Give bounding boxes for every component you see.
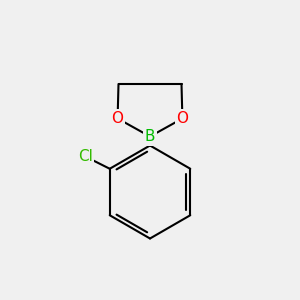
Text: O: O xyxy=(176,111,188,126)
Text: Cl: Cl xyxy=(78,149,93,164)
Text: B: B xyxy=(145,129,155,144)
Text: O: O xyxy=(112,111,124,126)
